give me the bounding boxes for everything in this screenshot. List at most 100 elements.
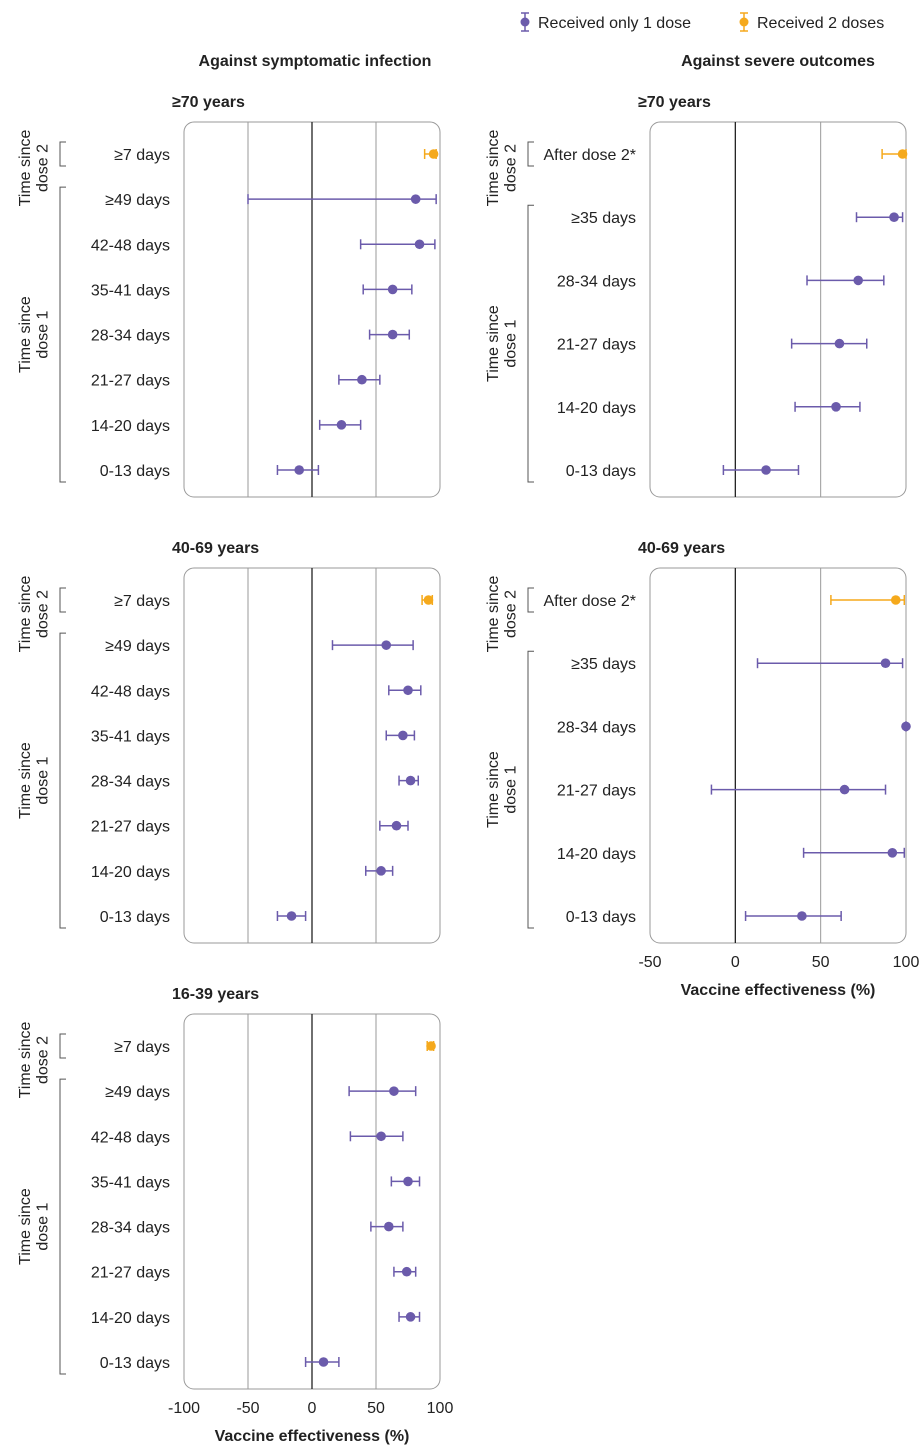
- row-label: 28-34 days: [91, 774, 170, 791]
- row-label: 14-20 days: [91, 1310, 170, 1327]
- point-estimate: [839, 784, 850, 795]
- point-estimate: [387, 329, 398, 340]
- panel-symptomatic-2: 16-39 years ≥7 days ≥49 days 42-48 days 35-4…: [17, 986, 454, 1445]
- group-label-dose2: Time sincedose 2: [485, 130, 520, 207]
- panel-frame: [649, 121, 907, 498]
- group-label-dose1: Time sincedose 1: [485, 751, 520, 828]
- point-estimate: [381, 640, 392, 650]
- row-label: 35-41 days: [91, 1174, 170, 1191]
- group-label-dose1: Time sincedose 1: [485, 305, 520, 382]
- row-label: 0-13 days: [566, 463, 636, 480]
- point-estimate: [901, 721, 911, 732]
- point-estimate: [761, 465, 771, 475]
- row-label: ≥7 days: [114, 593, 170, 610]
- forest-plot-panels: ≥70 years ≥7 days ≥49 days 42-48 days 35-41 …: [17, 94, 920, 1445]
- point-estimate: [286, 911, 297, 921]
- group-label-line: Time since: [17, 576, 34, 653]
- group-bracket-dose2: [59, 587, 66, 613]
- panel-title: 16-39 years: [172, 986, 259, 1003]
- group-label-line: Time since: [485, 130, 502, 207]
- group-bracket-dose2: [527, 587, 534, 613]
- legend-two-doses-label: Received 2 doses: [757, 15, 884, 32]
- group-bracket-dose1: [527, 650, 534, 929]
- row-label: 21-27 days: [557, 337, 636, 354]
- left-column-title: Against symptomatic infection: [199, 53, 432, 70]
- group-label-dose2: Time sincedose 2: [17, 576, 52, 653]
- panel-severe-3: ≥70 years After dose 2* ≥35 days 28-34 days…: [485, 94, 908, 498]
- row-label: 14-20 days: [557, 846, 636, 863]
- row-label: 21-27 days: [91, 819, 170, 836]
- row-label: 21-27 days: [557, 783, 636, 800]
- group-label-dose2: Time sincedose 2: [17, 1022, 52, 1099]
- group-label-line: dose 2: [502, 144, 519, 192]
- group-label-line: Time since: [17, 1022, 34, 1099]
- group-label-dose1: Time sincedose 1: [17, 296, 52, 373]
- panel-severe-4: 40-69 years After dose 2* ≥35 days 28-34 da…: [485, 540, 920, 999]
- row-label: 28-34 days: [557, 273, 636, 290]
- row-label: 21-27 days: [91, 1265, 170, 1282]
- group-label-line: Time since: [17, 296, 34, 373]
- point-estimate: [384, 1221, 394, 1232]
- row-label: 14-20 days: [91, 418, 170, 435]
- x-axis-label: Vaccine effectiveness (%): [215, 1428, 410, 1445]
- point-estimate: [398, 730, 408, 741]
- x-tick-label: -50: [638, 954, 661, 971]
- group-label-line: Time since: [485, 576, 502, 653]
- x-tick-label: -50: [236, 1400, 259, 1417]
- group-label-dose1: Time sincedose 1: [17, 1188, 52, 1265]
- group-label-dose2: Time sincedose 2: [17, 130, 52, 207]
- row-label: ≥7 days: [114, 147, 170, 164]
- panel-symptomatic-0: ≥70 years ≥7 days ≥49 days 42-48 days 35-41 …: [17, 94, 441, 498]
- point-estimate: [405, 1312, 416, 1322]
- point-estimate: [336, 420, 347, 430]
- group-label-line: Time since: [17, 742, 34, 819]
- legend: Received only 1 dose Received 2 doses: [520, 12, 884, 32]
- group-label-line: dose 2: [34, 1036, 51, 1084]
- point-estimate: [423, 595, 434, 605]
- group-label-line: Time since: [485, 751, 502, 828]
- row-label: 14-20 days: [557, 400, 636, 417]
- row-label: ≥35 days: [571, 656, 636, 673]
- point-estimate: [834, 338, 845, 349]
- point-estimate: [376, 1131, 386, 1142]
- point-estimate: [403, 1176, 413, 1187]
- row-label: 42-48 days: [91, 1129, 170, 1146]
- row-label: 35-41 days: [91, 282, 170, 299]
- group-label-line: Time since: [17, 130, 34, 207]
- point-estimate: [897, 149, 908, 159]
- row-label: ≥35 days: [571, 210, 636, 227]
- point-estimate: [403, 685, 413, 696]
- point-estimate: [387, 284, 398, 295]
- group-label-line: dose 1: [34, 1202, 51, 1250]
- row-label: After dose 2*: [544, 147, 637, 164]
- row-label: After dose 2*: [544, 593, 637, 610]
- panel-title: 40-69 years: [638, 540, 725, 557]
- group-label-line: Time since: [485, 305, 502, 382]
- legend-one-dose-marker: [520, 17, 530, 27]
- row-label: 28-34 days: [557, 719, 636, 736]
- point-estimate: [890, 595, 901, 605]
- row-label: 28-34 days: [91, 328, 170, 345]
- panel-title: ≥70 years: [172, 94, 245, 111]
- x-tick-label: 50: [812, 954, 830, 971]
- x-tick-label: 50: [367, 1400, 385, 1417]
- point-estimate: [405, 775, 416, 786]
- group-bracket-dose1: [59, 186, 66, 483]
- point-estimate: [318, 1357, 329, 1367]
- point-estimate: [426, 1041, 436, 1051]
- legend-one-dose-label: Received only 1 dose: [538, 15, 691, 32]
- group-label-dose1: Time sincedose 1: [17, 742, 52, 819]
- group-bracket-dose1: [59, 1078, 66, 1375]
- point-estimate: [428, 149, 439, 159]
- row-label: 0-13 days: [100, 463, 170, 480]
- group-bracket-dose1: [527, 204, 534, 483]
- group-bracket-dose2: [527, 141, 534, 167]
- group-label-line: dose 1: [34, 310, 51, 358]
- row-label: 35-41 days: [91, 728, 170, 745]
- group-label-line: dose 1: [502, 319, 519, 367]
- row-label: 0-13 days: [100, 909, 170, 926]
- point-estimate: [831, 402, 841, 412]
- point-estimate: [889, 212, 899, 222]
- panel-title: 40-69 years: [172, 540, 259, 557]
